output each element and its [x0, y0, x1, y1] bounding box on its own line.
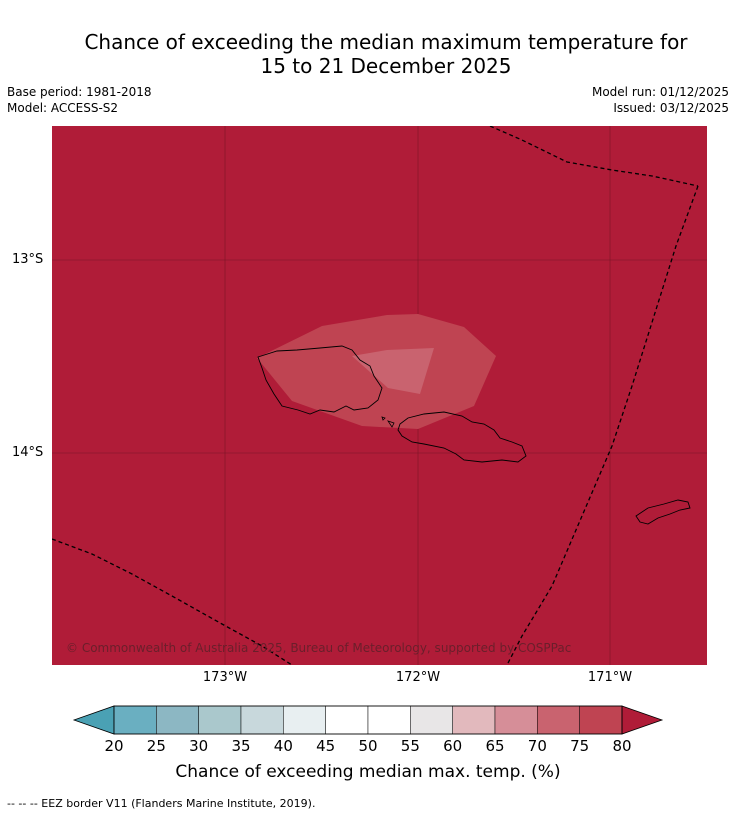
colorbar-extend-high — [621, 705, 664, 735]
colorbar-tick-35: 35 — [231, 737, 251, 755]
island-manono-outline — [387, 420, 395, 428]
colorbar-segment-65-70 — [494, 705, 538, 735]
colorbar-segment-75-80 — [579, 705, 623, 735]
eez-border-north — [489, 126, 699, 187]
colorbar-tick-45: 45 — [316, 737, 336, 755]
colorbar-frame — [113, 705, 623, 735]
colorbar-tick-25: 25 — [146, 737, 166, 755]
colorbar-tick-40: 40 — [273, 737, 293, 755]
meta-right: Model run: 01/12/2025 Issued: 03/12/2025 — [592, 84, 729, 116]
colorbar-tick-55: 55 — [400, 737, 420, 755]
region-savaii-65-70 — [352, 348, 434, 394]
colorbar-segment-70-75 — [537, 705, 580, 735]
colorbar-tick-30: 30 — [189, 737, 209, 755]
y-tick-13s: 13°S — [12, 252, 44, 267]
island-tutuila-outline — [635, 499, 691, 525]
colorbar — [72, 704, 664, 740]
colorbar-tick-20: 20 — [104, 737, 124, 755]
colorbar-tick-70: 70 — [527, 737, 547, 755]
title-line-1: Chance of exceeding the median maximum t… — [84, 30, 688, 54]
colorbar-tick-60: 60 — [443, 737, 463, 755]
colorbar-segment-55-60 — [410, 705, 453, 735]
colorbar-extend-low — [72, 705, 115, 735]
model-name: Model: ACCESS-S2 — [7, 101, 119, 115]
colorbar-segment-60-65 — [452, 705, 496, 735]
colorbar-label: Chance of exceeding median max. temp. (%… — [175, 762, 561, 782]
colorbar-segment-30-35 — [198, 705, 242, 735]
island-savaii-outline — [257, 345, 383, 415]
colorbar-segment-45-50 — [325, 705, 369, 735]
colorbar-tick-50: 50 — [358, 737, 378, 755]
title-line-2: 15 to 21 December 2025 — [260, 54, 512, 78]
issued-date: Issued: 03/12/2025 — [613, 101, 729, 115]
colorbar-segment-20-25 — [113, 705, 157, 735]
base-period: Base period: 1981-2018 — [7, 85, 152, 99]
colorbar-segments — [72, 705, 664, 735]
colorbar-tick-75: 75 — [570, 737, 590, 755]
colorbar-tick-65: 65 — [485, 737, 505, 755]
colorbar-segment-25-30 — [156, 705, 199, 735]
meta-left: Base period: 1981-2018 Model: ACCESS-S2 — [7, 84, 152, 116]
colorbar-segment-35-40 — [240, 705, 284, 735]
island-apolima-outline — [381, 416, 386, 421]
colorbar-ticks: 20 25 30 35 40 45 50 55 60 65 70 75 80 — [0, 737, 736, 757]
x-tick-171w: 171°W — [587, 670, 633, 685]
map-panel[interactable] — [52, 126, 707, 665]
chart-title: Chance of exceeding the median maximum t… — [36, 30, 736, 78]
colorbar-tick-80: 80 — [612, 737, 632, 755]
model-run: Model run: 01/12/2025 — [591, 85, 729, 99]
map-svg[interactable] — [52, 126, 707, 665]
colorbar-svg — [72, 705, 664, 735]
x-tick-172w: 172°W — [395, 670, 441, 685]
x-tick-173w: 173°W — [202, 670, 248, 685]
eez-border-southwest — [52, 538, 293, 665]
colorbar-segment-40-45 — [283, 705, 326, 735]
y-tick-14s: 14°S — [12, 445, 44, 460]
copyright-notice: © Commonwealth of Australia 2025, Bureau… — [66, 641, 572, 655]
colorbar-segment-50-55 — [367, 705, 411, 735]
eez-footnote: -- -- -- EEZ border V11 (Flanders Marine… — [7, 797, 316, 810]
eez-border-east — [506, 185, 699, 665]
island-upolu-outline — [397, 411, 527, 463]
